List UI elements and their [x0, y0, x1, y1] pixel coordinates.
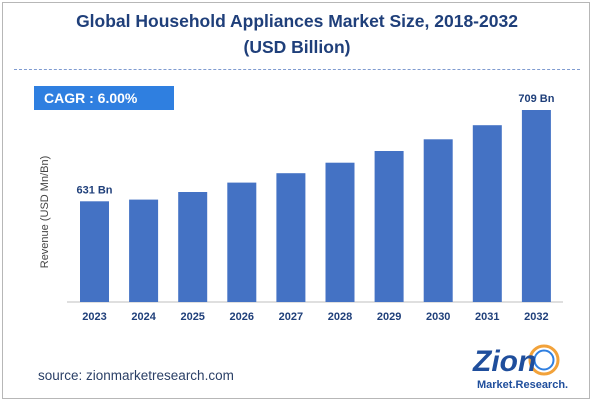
logo-main-text: Zion [472, 345, 536, 378]
x-tick-label: 2029 [377, 311, 401, 323]
x-tick-label: 2032 [524, 311, 548, 323]
zion-logo: Zion Market.Research. [472, 344, 568, 391]
cagr-badge: CAGR : 6.00% [34, 86, 174, 110]
logo-ring-icon [528, 344, 560, 376]
data-label: 631 Bn [76, 184, 112, 196]
bar-2023 [80, 201, 109, 302]
bar-2027 [276, 173, 306, 302]
bar-2025 [178, 192, 208, 302]
bar-2030 [423, 139, 453, 302]
chart-title-block: Global Household Appliances Market Size,… [0, 8, 594, 60]
bar-2024 [129, 199, 159, 302]
logo-sub-text: Market.Research. [477, 379, 568, 391]
bar-2026 [227, 182, 257, 302]
title-divider [14, 69, 580, 70]
bar-2028 [325, 162, 355, 302]
x-tick-label: 2023 [82, 311, 106, 323]
x-tick-label: 2026 [230, 311, 254, 323]
chart-title: Global Household Appliances Market Size,… [76, 11, 518, 31]
source-note: source: zionmarketresearch.com [38, 368, 234, 383]
bar-2029 [374, 151, 404, 302]
data-label: 709 Bn [518, 93, 554, 105]
x-tick-label: 2031 [475, 311, 499, 323]
x-tick-label: 2030 [426, 311, 450, 323]
x-tick-label: 2028 [328, 311, 352, 323]
chart-subtitle: (USD Billion) [243, 37, 351, 57]
bar-2031 [472, 125, 502, 302]
x-tick-label: 2027 [279, 311, 303, 323]
x-tick-label: 2025 [180, 311, 204, 323]
bar-2032 [521, 110, 551, 302]
logo-ring-inner-icon [533, 349, 555, 371]
x-tick-label: 2024 [131, 311, 156, 323]
